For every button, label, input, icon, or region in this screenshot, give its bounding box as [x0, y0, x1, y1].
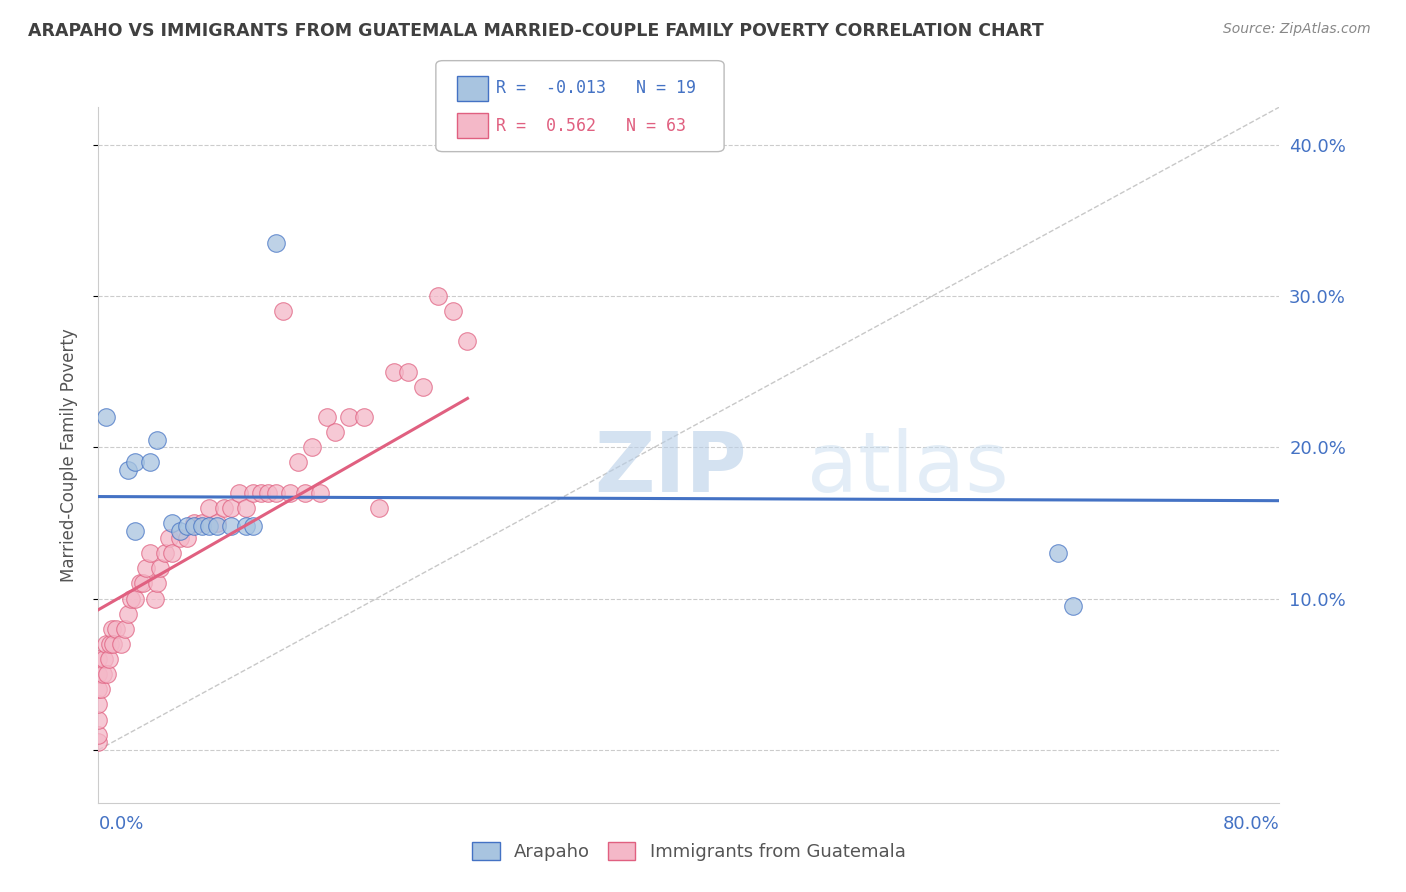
Point — [93, 652, 115, 666]
Point — [1062, 599, 1084, 614]
Point — [87, 652, 110, 666]
Point — [146, 576, 169, 591]
Point — [124, 591, 146, 606]
Point — [110, 637, 132, 651]
Text: R =  0.562   N = 63: R = 0.562 N = 63 — [496, 117, 686, 135]
Point — [1046, 546, 1070, 560]
Point — [257, 485, 280, 500]
Point — [162, 516, 183, 530]
Point — [250, 485, 273, 500]
Point — [162, 546, 183, 560]
Point — [198, 519, 221, 533]
Point — [191, 516, 214, 530]
Point — [294, 485, 316, 500]
Point — [124, 524, 146, 538]
Point — [301, 441, 323, 455]
Point — [441, 304, 464, 318]
Text: Source: ZipAtlas.com: Source: ZipAtlas.com — [1223, 22, 1371, 37]
Point — [235, 500, 257, 515]
Point — [90, 682, 112, 697]
Point — [169, 524, 191, 538]
Point — [96, 667, 118, 681]
Point — [235, 519, 257, 533]
Text: atlas: atlas — [807, 428, 1008, 509]
Point — [117, 607, 139, 621]
Text: ARAPAHO VS IMMIGRANTS FROM GUATEMALA MARRIED-COUPLE FAMILY POVERTY CORRELATION C: ARAPAHO VS IMMIGRANTS FROM GUATEMALA MAR… — [28, 22, 1043, 40]
Point — [309, 485, 332, 500]
Point — [132, 576, 155, 591]
Point — [128, 576, 150, 591]
Point — [242, 485, 264, 500]
Point — [280, 485, 302, 500]
Point — [176, 531, 198, 545]
Point — [87, 698, 110, 712]
Point — [146, 433, 169, 447]
Point — [264, 236, 287, 251]
Text: 0.0%: 0.0% — [98, 815, 143, 833]
Point — [100, 622, 122, 636]
Point — [91, 667, 114, 681]
Point — [412, 380, 434, 394]
Point — [212, 500, 235, 515]
Point — [87, 735, 110, 749]
Point — [382, 365, 405, 379]
Point — [368, 500, 391, 515]
Text: ZIP: ZIP — [595, 428, 747, 509]
Point — [287, 455, 309, 469]
Point — [221, 519, 243, 533]
Point — [98, 637, 121, 651]
Point — [316, 410, 339, 425]
Point — [157, 531, 180, 545]
Legend: Arapaho, Immigrants from Guatemala: Arapaho, Immigrants from Guatemala — [464, 833, 914, 871]
Point — [169, 531, 191, 545]
Point — [323, 425, 346, 440]
Point — [339, 410, 361, 425]
Point — [87, 728, 110, 742]
Point — [120, 591, 142, 606]
Point — [103, 637, 125, 651]
Point — [153, 546, 176, 560]
Point — [97, 652, 120, 666]
Point — [139, 455, 162, 469]
Point — [228, 485, 250, 500]
Point — [114, 622, 136, 636]
Point — [353, 410, 375, 425]
Y-axis label: Married-Couple Family Poverty: Married-Couple Family Poverty — [59, 328, 77, 582]
Point — [87, 667, 110, 681]
Point — [191, 519, 214, 533]
Point — [149, 561, 172, 575]
Point — [242, 519, 264, 533]
Point — [183, 519, 205, 533]
Point — [135, 561, 157, 575]
Point — [457, 334, 479, 349]
Point — [398, 365, 420, 379]
Point — [87, 682, 110, 697]
Point — [183, 516, 205, 530]
Point — [205, 519, 228, 533]
Point — [221, 500, 243, 515]
Text: 80.0%: 80.0% — [1223, 815, 1279, 833]
Point — [139, 546, 162, 560]
Point — [198, 500, 221, 515]
Point — [271, 304, 294, 318]
Point — [105, 622, 128, 636]
Point — [117, 463, 139, 477]
Point — [427, 289, 450, 303]
Point — [87, 713, 110, 727]
Point — [124, 455, 146, 469]
Text: R =  -0.013   N = 19: R = -0.013 N = 19 — [496, 79, 696, 97]
Point — [143, 591, 166, 606]
Point — [176, 519, 198, 533]
Point — [205, 516, 228, 530]
Point — [94, 637, 117, 651]
Point — [94, 410, 117, 425]
Point — [264, 485, 287, 500]
